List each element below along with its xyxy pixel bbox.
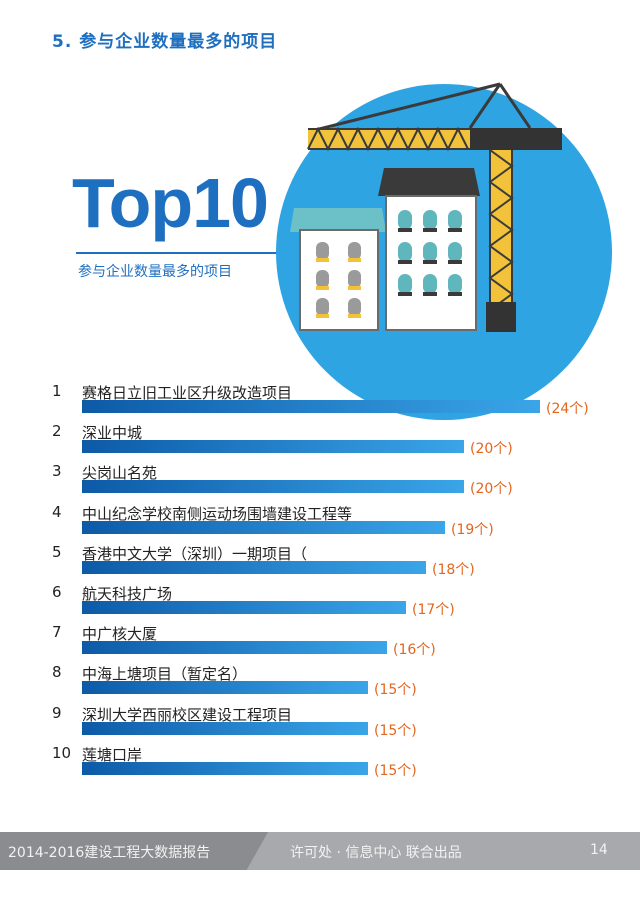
crane-buildings-illustration xyxy=(290,82,562,332)
rank-bar xyxy=(82,601,406,614)
rank-number: 8 xyxy=(52,663,62,682)
project-name: 莲塘口岸 xyxy=(82,745,143,764)
ranking-row: 7 中广核大厦 (16个) xyxy=(0,619,640,659)
rank-bar xyxy=(82,641,387,655)
ranking-row: 3 尖岗山名苑 (20个) xyxy=(0,458,640,498)
rank-number: 1 xyxy=(52,382,62,400)
right-building-icon xyxy=(378,168,480,331)
project-name: 航天科技广场 xyxy=(82,585,173,603)
ranking-row: 5 香港中文大学（深圳）一期项目（ (18个) xyxy=(0,539,640,579)
company-count: (19个) xyxy=(451,521,494,538)
project-name: 深业中城 xyxy=(82,424,143,443)
rank-bar xyxy=(82,560,426,574)
footer-left-band xyxy=(0,832,268,870)
project-name: 香港中文大学（深圳）一期项目（ xyxy=(82,544,308,563)
rank-number: 7 xyxy=(52,623,62,642)
company-count: (24个) xyxy=(546,401,589,417)
project-name: 深圳大学西丽校区建设工程项目 xyxy=(82,705,293,724)
rank-bar xyxy=(82,681,368,695)
ranking-row: 9 深圳大学西丽校区建设工程项目 (15个) xyxy=(0,700,640,740)
company-count: (15个) xyxy=(374,722,417,739)
company-count: (15个) xyxy=(374,762,417,779)
company-count: (18个) xyxy=(432,561,475,578)
ranking-row: 8 中海上塘项目（暂定名） (15个) xyxy=(0,659,640,699)
rank-bar xyxy=(82,440,464,454)
rank-bar xyxy=(82,400,540,413)
rank-bar xyxy=(82,480,464,494)
left-building-icon xyxy=(290,208,386,331)
company-count: (16个) xyxy=(393,642,436,659)
crane-jib-icon xyxy=(307,126,562,152)
company-count: (20个) xyxy=(470,481,513,498)
project-name: 中广核大厦 xyxy=(82,625,158,644)
hero-illustration xyxy=(0,70,640,420)
company-count: (15个) xyxy=(374,682,417,699)
rank-number: 9 xyxy=(52,703,62,722)
rank-number: 3 xyxy=(52,462,62,481)
publisher-credit: 许可处 · 信息中心 联合出品 xyxy=(290,845,462,861)
crane-mast-icon xyxy=(486,149,516,332)
ranking-row: 2 深业中城 (20个) xyxy=(0,418,640,458)
report-title: 2014-2016建设工程大数据报告 xyxy=(8,845,211,861)
company-count: (20个) xyxy=(470,441,513,458)
project-name: 尖岗山名苑 xyxy=(82,464,158,483)
rank-number: 6 xyxy=(52,583,62,601)
rank-bar xyxy=(82,520,445,534)
rank-bar xyxy=(82,721,368,735)
company-count: (17个) xyxy=(412,602,455,618)
hero-divider xyxy=(76,252,276,254)
crane-cables-icon xyxy=(314,82,532,132)
page-footer: 2014-2016建设工程大数据报告 许可处 · 信息中心 联合出品 14 xyxy=(0,832,640,870)
rank-number: 4 xyxy=(52,502,62,521)
project-name: 赛格日立旧工业区升级改造项目 xyxy=(82,384,293,402)
project-name: 中山纪念学校南侧运动场围墙建设工程等 xyxy=(82,504,353,523)
ranking-row: 10 莲塘口岸 (15个) xyxy=(0,740,640,780)
top10-heading: Top10 xyxy=(72,164,269,242)
rank-number: 2 xyxy=(52,422,62,441)
page-number: 14 xyxy=(590,842,608,858)
rank-bar xyxy=(82,761,368,775)
ranking-row: 4 中山纪念学校南侧运动场围墙建设工程等 (19个) xyxy=(0,499,640,539)
hero-subtitle: 参与企业数量最多的项目 xyxy=(78,264,232,280)
section-title: 5. 参与企业数量最多的项目 xyxy=(52,32,278,52)
rank-number: 10 xyxy=(52,743,72,762)
ranking-row: 1 赛格日立旧工业区升级改造项目 (24个) xyxy=(0,378,640,418)
project-name: 中海上塘项目（暂定名） xyxy=(82,665,248,684)
rank-number: 5 xyxy=(52,542,62,561)
ranking-row: 6 航天科技广场 (17个) xyxy=(0,579,640,619)
